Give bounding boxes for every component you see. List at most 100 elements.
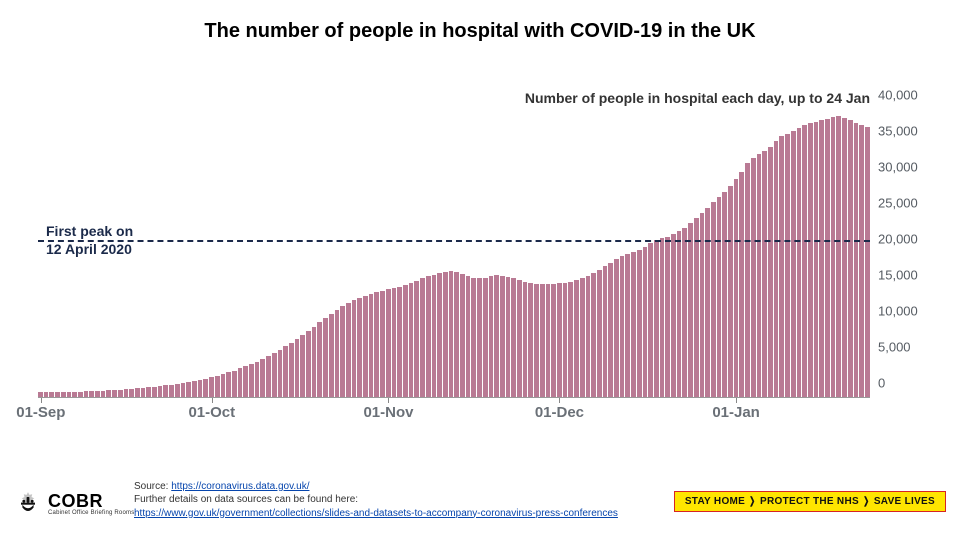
bar [551,284,556,398]
bar [226,372,231,398]
bar [209,377,214,398]
cobr-label: COBR [48,492,134,510]
bar [243,366,248,398]
bar [808,123,813,398]
bar [449,271,454,398]
x-tick-label: 01-Sep [16,404,65,421]
bar [380,291,385,398]
bar [528,283,533,398]
bar [186,382,191,398]
bar [574,280,579,398]
bar [779,136,784,398]
y-tick-label: 30,000 [878,160,918,175]
bar [489,276,494,398]
bar-series [38,110,870,398]
bar [814,122,819,398]
y-axis: 05,00010,00015,00020,00025,00030,00035,0… [870,110,930,398]
x-tick-mark [388,398,389,403]
x-tick-label: 01-Dec [535,404,584,421]
bar [426,276,431,398]
bar [266,356,271,398]
bar-chart: First peak on 12 April 2020 05,00010,000… [38,110,870,398]
annotation-line2: 12 April 2020 [46,241,132,257]
bar [192,381,197,398]
bar [859,125,864,398]
bar [831,117,836,398]
bar [643,247,648,398]
bar [734,179,739,398]
bar [671,234,676,398]
bar [620,256,625,398]
source-label: Source: [134,481,171,492]
bar [295,339,300,398]
bar [335,310,340,398]
bar [688,223,693,398]
annotation-first-peak: First peak on 12 April 2020 [46,222,133,258]
bar [848,120,853,398]
bar [625,254,630,399]
bar [797,128,802,398]
bar [306,331,311,398]
bar [591,273,596,398]
bar [631,252,636,398]
bar [517,280,522,398]
bar [238,368,243,398]
bar [414,281,419,398]
bar [232,371,237,399]
details-link[interactable]: https://www.gov.uk/government/collection… [134,508,618,519]
x-tick-label: 01-Jan [712,404,760,421]
bar [785,134,790,398]
chart-subtitle: Number of people in hospital each day, u… [525,90,870,106]
bar [534,284,539,398]
bar [255,362,260,398]
bar [317,322,322,398]
bar [369,294,374,398]
bar [654,240,659,398]
bar [460,274,465,398]
bar [768,147,773,398]
x-tick-label: 01-Oct [188,404,235,421]
bar [249,364,254,398]
bar [586,276,591,398]
bar [437,273,442,398]
bar [346,303,351,398]
bar [198,380,203,398]
bar [181,383,186,398]
banner-seg2: PROTECT THE NHS [760,496,859,507]
bar [722,192,727,398]
cobr-sub: Cabinet Office Briefing Rooms [48,510,134,516]
bar [757,154,762,398]
bar [283,346,288,398]
bar [397,287,402,398]
bar [637,250,642,398]
x-tick-label: 01-Nov [363,404,413,421]
bar [540,284,545,398]
bar [403,285,408,398]
bar [563,283,568,398]
bar [323,318,328,398]
bar [272,353,277,398]
source-text: Source: https://coronavirus.data.gov.uk/… [134,480,618,521]
bar [483,278,488,398]
chart-title: The number of people in hospital with CO… [0,20,960,43]
x-tick-mark [736,398,737,403]
bar [312,327,317,398]
bar [665,237,670,398]
bar [648,243,653,398]
y-tick-label: 15,000 [878,268,918,283]
y-tick-label: 5,000 [878,340,911,355]
y-tick-label: 0 [878,376,885,391]
bar [836,116,841,398]
bar [865,127,870,398]
y-tick-label: 20,000 [878,232,918,247]
bar [494,275,499,398]
bar [477,278,482,398]
bar [420,278,425,398]
bar [523,282,528,398]
source-link[interactable]: https://coronavirus.data.gov.uk/ [171,481,309,492]
bar [169,385,174,398]
bar [203,379,208,398]
bar [614,259,619,398]
y-tick-label: 10,000 [878,304,918,319]
bar [819,120,824,398]
